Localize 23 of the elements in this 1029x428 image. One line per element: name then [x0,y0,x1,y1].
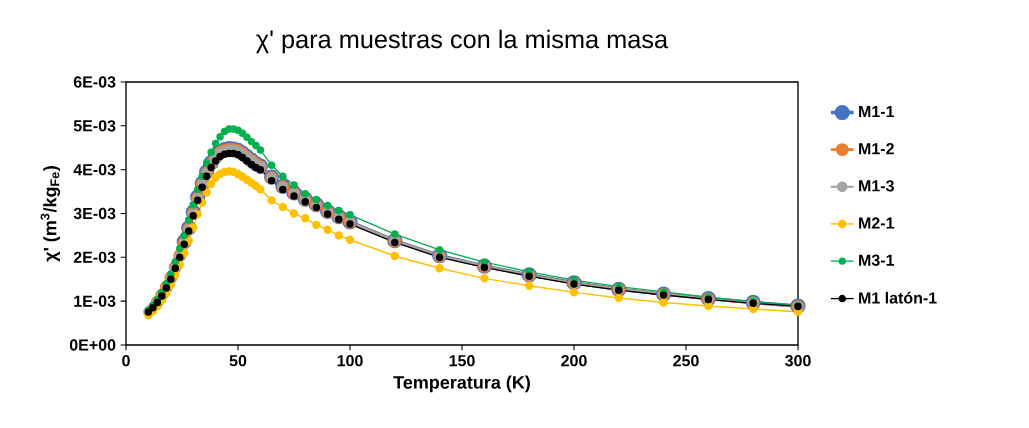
legend-label: M2-1 [859,217,895,229]
chart-title: χ' para muestras con la misma masa [256,29,669,54]
x-tick-label: 300 [785,355,811,367]
y-tick-label: 0E+00 [69,339,116,351]
legend-label: M1-1 [859,106,895,118]
x-tick-label: 150 [449,355,475,367]
y-tick-label: 1E-03 [74,295,116,307]
legend-label: M1-2 [859,143,894,155]
y-axis-title: χ' (m$^{3}$/kg$_{Fe}$) [40,166,61,262]
x-tick-label: 100 [337,355,363,367]
y-tick-label: 5E-03 [73,120,116,132]
x-tick-label: 50 [229,355,247,367]
y-tick-label: 4E-03 [73,163,116,176]
y-tick-label: 2E-03 [73,251,116,264]
x-tick-label: 250 [673,355,699,367]
x-tick-label: 200 [561,355,587,367]
legend-label: M3-1 [859,254,895,266]
legend-label: M1-3 [859,180,894,192]
y-tick-label: 6E-03 [73,76,116,88]
x-tick-label: 0 [122,355,130,367]
legend-label: M1 latón-1 [859,291,937,304]
y-tick-label: 3E-03 [73,207,116,220]
x-axis-title: Temperatura (K) [393,375,530,393]
